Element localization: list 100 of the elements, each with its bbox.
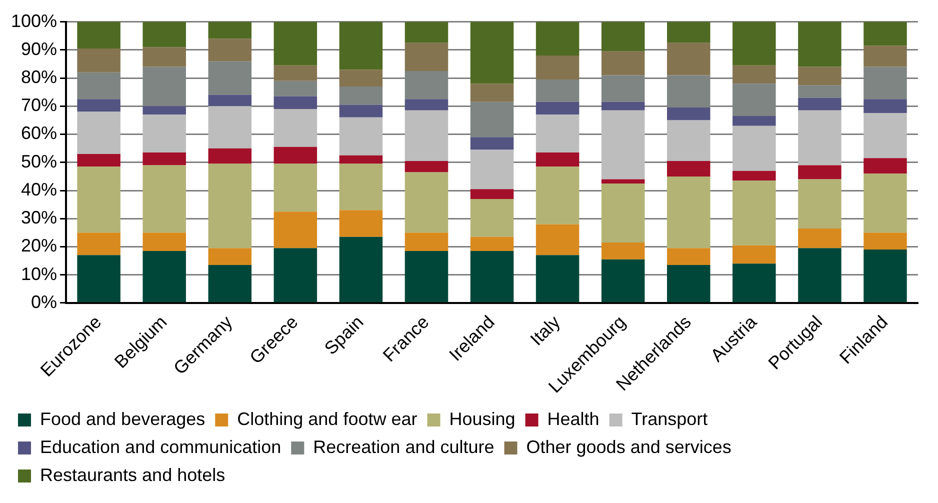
bar bbox=[339, 70, 383, 86]
bar bbox=[798, 110, 842, 166]
bar bbox=[77, 48, 120, 72]
bar bbox=[667, 42, 710, 76]
y-tick-label: 40% bbox=[21, 179, 58, 200]
y-tick-label: 20% bbox=[21, 236, 58, 256]
y-tick-label: 70% bbox=[21, 95, 58, 116]
bar bbox=[470, 189, 514, 199]
bar bbox=[77, 255, 120, 302]
bar bbox=[798, 228, 842, 248]
y-tick-label: 0% bbox=[31, 292, 58, 312]
bar bbox=[208, 248, 252, 266]
bar bbox=[470, 150, 514, 190]
legend-label: Health bbox=[547, 408, 600, 429]
bar bbox=[864, 99, 907, 114]
bar bbox=[208, 94, 252, 106]
bar bbox=[536, 102, 580, 115]
bar bbox=[864, 232, 907, 250]
bar bbox=[864, 113, 907, 158]
bar bbox=[274, 146, 318, 164]
bar bbox=[339, 86, 383, 105]
bar bbox=[601, 183, 645, 243]
bar bbox=[142, 114, 186, 153]
bar bbox=[404, 172, 448, 233]
bar bbox=[339, 104, 383, 118]
bar bbox=[142, 165, 186, 233]
bar bbox=[732, 126, 776, 171]
bar bbox=[470, 236, 514, 251]
bar bbox=[667, 22, 710, 43]
bar bbox=[536, 152, 580, 167]
bar bbox=[667, 160, 710, 176]
bar bbox=[601, 259, 645, 302]
bar bbox=[404, 22, 448, 43]
bar bbox=[208, 22, 252, 39]
legend-label: Restaurants and hotels bbox=[40, 464, 226, 485]
bar bbox=[208, 164, 252, 248]
bar bbox=[470, 22, 514, 84]
bar bbox=[798, 85, 842, 98]
bar bbox=[601, 51, 645, 76]
bar bbox=[864, 46, 907, 67]
bar bbox=[77, 22, 120, 49]
bar bbox=[339, 164, 383, 210]
bar bbox=[470, 250, 514, 302]
bar bbox=[667, 248, 710, 266]
y-tick-label: 10% bbox=[21, 264, 58, 284]
bar bbox=[339, 155, 383, 164]
bar bbox=[77, 112, 120, 154]
bar bbox=[732, 170, 776, 181]
bar bbox=[601, 110, 645, 180]
bar bbox=[536, 166, 580, 224]
bar bbox=[601, 102, 645, 110]
bar bbox=[536, 79, 580, 102]
bar bbox=[274, 80, 318, 96]
bar bbox=[536, 56, 580, 80]
bar bbox=[470, 137, 514, 150]
bar bbox=[732, 22, 776, 66]
bar bbox=[142, 152, 186, 166]
bar bbox=[864, 250, 907, 302]
bar bbox=[864, 158, 907, 174]
legend-label: Transport bbox=[631, 408, 708, 429]
bar bbox=[339, 236, 383, 302]
bar bbox=[77, 166, 120, 233]
bar bbox=[274, 212, 318, 248]
bar bbox=[142, 22, 186, 48]
bar bbox=[142, 250, 186, 302]
bar bbox=[667, 108, 710, 120]
bar bbox=[798, 98, 842, 110]
bar bbox=[667, 176, 710, 248]
bar bbox=[77, 99, 120, 112]
bar bbox=[732, 116, 776, 126]
y-tick-label: 50% bbox=[21, 151, 58, 172]
bar bbox=[77, 154, 120, 167]
bar bbox=[404, 160, 448, 172]
bar bbox=[732, 264, 776, 302]
bar bbox=[732, 245, 776, 264]
legend-label: Education and communication bbox=[40, 436, 282, 457]
bar bbox=[339, 210, 383, 237]
bar bbox=[470, 198, 514, 237]
y-tick-label: 80% bbox=[21, 67, 58, 88]
bar bbox=[667, 120, 710, 161]
bar bbox=[536, 114, 580, 153]
legend-label: Housing bbox=[449, 408, 516, 429]
bar bbox=[864, 174, 907, 233]
bar bbox=[798, 22, 842, 67]
bar bbox=[339, 22, 383, 70]
bar bbox=[274, 96, 318, 109]
bar bbox=[208, 148, 252, 164]
bar bbox=[732, 65, 776, 84]
bar bbox=[77, 232, 120, 256]
bar bbox=[536, 224, 580, 256]
bar bbox=[274, 22, 318, 66]
bar bbox=[208, 106, 252, 148]
bar bbox=[798, 165, 842, 180]
bar bbox=[798, 248, 842, 302]
legend-label: Clothing and footw ear bbox=[237, 408, 418, 429]
bar bbox=[274, 248, 318, 302]
legend-label: Food and beverages bbox=[40, 408, 206, 429]
y-tick-label: 100% bbox=[10, 10, 58, 31]
y-tick-label: 90% bbox=[21, 38, 58, 59]
bar bbox=[798, 179, 842, 228]
